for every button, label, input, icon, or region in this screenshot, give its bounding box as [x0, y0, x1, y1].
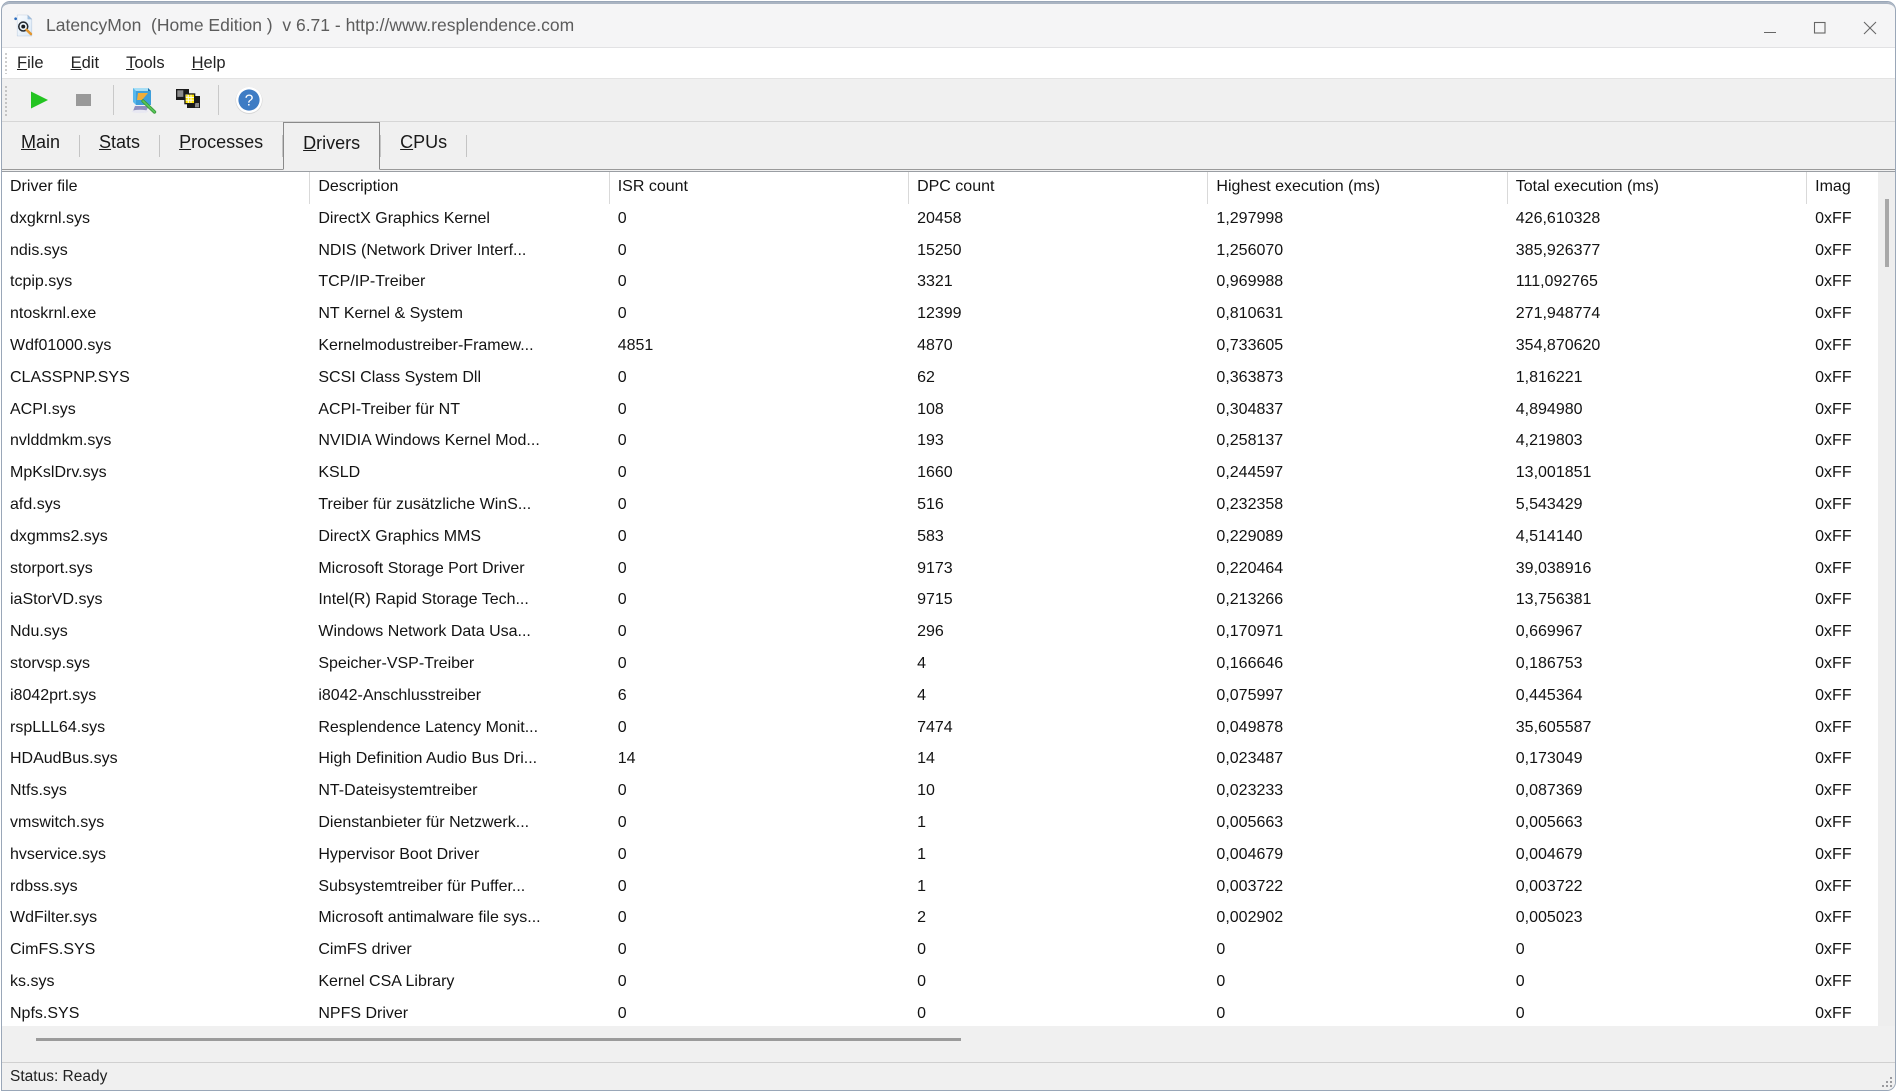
svg-text:?: ?: [245, 93, 254, 110]
